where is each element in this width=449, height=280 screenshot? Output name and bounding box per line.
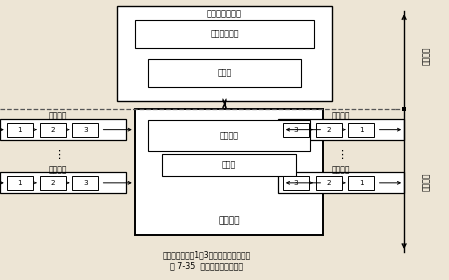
Text: 输出端口: 输出端口 [332, 165, 351, 174]
Bar [7, 123, 33, 137]
Bar [316, 123, 342, 137]
Bar [283, 176, 309, 190]
Text: 分组转发: 分组转发 [422, 173, 431, 191]
Text: 图 7-35  典型的路由器的结构: 图 7-35 典型的路由器的结构 [170, 262, 243, 270]
Bar [0, 172, 126, 193]
Bar [348, 123, 374, 137]
Text: 1: 1 [18, 180, 22, 186]
Text: 输入端口: 输入端口 [49, 165, 68, 174]
Bar [278, 119, 404, 140]
Text: 1: 1 [359, 127, 364, 133]
Bar [40, 123, 66, 137]
Text: 交换网络: 交换网络 [218, 217, 240, 226]
Text: 路由选择处理器: 路由选择处理器 [207, 10, 242, 18]
Text: 2: 2 [50, 127, 55, 133]
Text: 注：图中的数字1－3表示相应层次的构件: 注：图中的数字1－3表示相应层次的构件 [163, 250, 251, 259]
Text: 3: 3 [83, 180, 88, 186]
Text: 1: 1 [359, 180, 364, 186]
Bar [316, 176, 342, 190]
Text: 2: 2 [326, 127, 331, 133]
Text: ⋮: ⋮ [53, 150, 64, 160]
Bar [40, 176, 66, 190]
Text: 2: 2 [326, 180, 331, 186]
Text: 路由表: 路由表 [217, 68, 232, 77]
Bar [402, 107, 406, 111]
Bar [148, 59, 301, 87]
Text: 3: 3 [294, 127, 298, 133]
Text: 路由选择协议: 路由选择协议 [210, 29, 239, 38]
Text: ⋮: ⋮ [336, 150, 347, 160]
Bar [135, 20, 314, 48]
Text: 分组处理: 分组处理 [220, 131, 238, 140]
Text: 输入端口: 输入端口 [49, 112, 68, 121]
Bar [278, 172, 404, 193]
Bar [283, 123, 309, 137]
Bar [72, 123, 98, 137]
Text: 3: 3 [294, 180, 298, 186]
Text: 3: 3 [83, 127, 88, 133]
Text: 转发表: 转发表 [222, 161, 236, 170]
Bar [348, 176, 374, 190]
Bar [0, 119, 126, 140]
Text: 路由选择: 路由选择 [422, 47, 431, 65]
Bar [148, 120, 310, 151]
Bar [7, 176, 33, 190]
Bar [162, 154, 296, 176]
Bar [135, 109, 323, 235]
Text: 输出端口: 输出端口 [332, 112, 351, 121]
Bar [117, 6, 332, 101]
Bar [72, 176, 98, 190]
Text: 1: 1 [18, 127, 22, 133]
Text: 2: 2 [50, 180, 55, 186]
